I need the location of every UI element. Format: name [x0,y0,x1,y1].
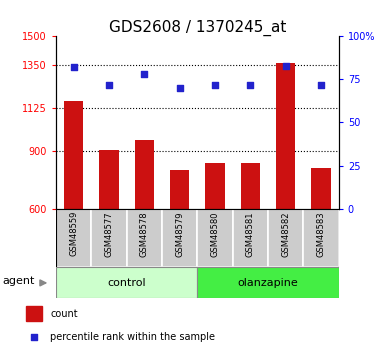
Bar [26,306,42,321]
Text: percentile rank within the sample: percentile rank within the sample [50,332,216,342]
Title: GDS2608 / 1370245_at: GDS2608 / 1370245_at [109,20,286,36]
Point [212,82,218,87]
Text: GSM48580: GSM48580 [211,211,219,257]
Bar [233,209,268,267]
Bar [197,267,339,298]
Text: GSM48559: GSM48559 [69,211,78,256]
Point [70,65,77,70]
Point [177,85,183,91]
Bar [56,209,91,267]
Text: GSM48581: GSM48581 [246,211,255,257]
Bar [197,209,233,267]
Text: agent: agent [3,276,35,286]
Bar [134,140,154,209]
Bar [56,267,197,298]
Bar [268,209,303,267]
Bar [99,150,119,209]
Bar [64,101,83,209]
Text: control: control [107,278,146,288]
Bar [276,63,295,209]
Bar [170,170,189,209]
Text: GSM48577: GSM48577 [104,211,114,257]
Text: GSM48579: GSM48579 [175,211,184,257]
Text: olanzapine: olanzapine [238,278,298,288]
Point [247,82,253,87]
Point [318,82,324,87]
Text: count: count [50,308,78,318]
Bar [91,209,127,267]
Bar [303,209,339,267]
Bar [311,168,331,209]
Text: GSM48583: GSM48583 [316,211,326,257]
Text: GSM48582: GSM48582 [281,211,290,257]
Bar [205,163,225,209]
Point [106,82,112,87]
Bar [162,209,197,267]
Text: GSM48578: GSM48578 [140,211,149,257]
Point [31,334,37,339]
Point [141,71,147,77]
Bar [241,163,260,209]
Point [283,63,289,68]
Bar [127,209,162,267]
